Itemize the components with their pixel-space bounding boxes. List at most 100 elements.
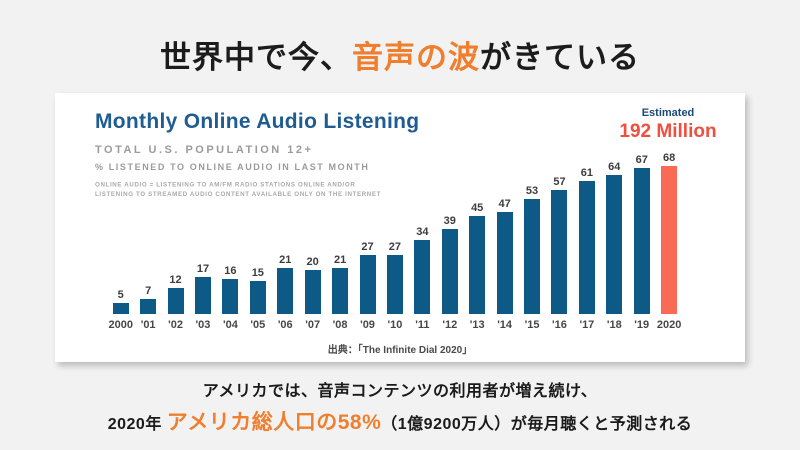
x-axis-tick-label: 2020 [656, 319, 682, 331]
bar-column-2000: 5 2000 [107, 289, 134, 334]
x-axis-tick-label: 2000 [108, 319, 133, 331]
bar [386, 255, 403, 314]
bar-column-05: 15 '05 [244, 267, 271, 334]
slide-title: 世界中で今、音声の波がきている [0, 32, 800, 77]
bar [578, 181, 595, 314]
bar-column-15: 53 '15 [518, 185, 545, 334]
x-axis-tick-label: '10 [387, 319, 403, 331]
estimated-value: 192 Million [619, 121, 717, 142]
x-axis-tick-label: '07 [305, 319, 321, 331]
bar [112, 303, 129, 314]
bar-value-label: 21 [333, 253, 347, 266]
bar-value-label: 21 [279, 253, 292, 266]
bar-value-label: 27 [388, 240, 402, 253]
bar-column-08: 21 '08 [326, 254, 353, 334]
bar-column-2020: 68 2020 [655, 152, 682, 334]
bar-value-label: 64 [608, 160, 621, 173]
bar-column-19: 67 '19 [628, 154, 655, 334]
chart-header: Monthly Online Audio Listening TOTAL U.S… [95, 110, 556, 210]
x-axis-tick-label: '09 [360, 319, 375, 331]
bar [249, 281, 266, 314]
chart-subtitle-population: TOTAL U.S. POPULATION 12+ [95, 144, 314, 156]
bar [194, 277, 211, 314]
x-axis-tick-label: '19 [634, 319, 650, 331]
bar-column-06: 21 '06 [272, 254, 299, 334]
caption-line2-pre: 2020年 [107, 416, 167, 433]
bar-column-07: 20 '07 [299, 256, 326, 334]
bar-column-10: 27 '10 [381, 241, 408, 334]
bar-column-13: 45 '13 [463, 202, 490, 334]
bar-value-label: 68 [663, 151, 676, 164]
bar [304, 270, 321, 314]
caption-line-2: 2020年 アメリカ総人口の58%（1億9200万人）が毎月聴くと予測される [0, 406, 800, 436]
estimated-label: Estimated [641, 107, 695, 119]
bar-value-label: 27 [361, 240, 374, 253]
bar [441, 229, 458, 314]
x-axis-tick-label: '16 [552, 319, 567, 331]
x-axis-tick-label: '06 [277, 319, 293, 331]
bar-column-14: 47 '14 [491, 198, 518, 334]
bar-column-01: 7 '01 [134, 285, 161, 334]
x-axis-tick-label: '13 [469, 319, 485, 331]
bar-column-04: 16 '04 [217, 265, 244, 334]
chart-card: Monthly Online Audio Listening TOTAL U.S… [55, 93, 745, 362]
x-axis-tick-label: '12 [442, 319, 458, 331]
bar-value-label: 67 [635, 153, 648, 166]
bar-column-03: 17 '03 [189, 263, 216, 334]
bar-value-label: 47 [498, 197, 511, 210]
x-axis-tick-label: '11 [415, 319, 430, 331]
bar-column-02: 12 '02 [162, 274, 189, 334]
x-axis-tick-label: '05 [250, 319, 266, 331]
bar [167, 288, 184, 314]
bar [469, 216, 486, 314]
bar-value-label: 61 [580, 166, 593, 179]
bar-value-label: 5 [117, 288, 124, 301]
x-axis-tick-label: '03 [195, 319, 211, 331]
caption-line2-highlight: アメリカ総人口の58% [166, 411, 382, 434]
x-axis-tick-label: '08 [332, 319, 348, 331]
bar-value-label: 20 [306, 255, 319, 268]
slide-title-pre: 世界中で今、 [160, 40, 352, 75]
slide-title-post: がきている [480, 40, 640, 75]
bar [332, 268, 349, 314]
bar-column-09: 27 '09 [354, 241, 381, 334]
chart-definition-note: ONLINE AUDIO = LISTENING TO AM/FM RADIO … [95, 181, 382, 198]
source-citation: 出典：「The Infinite Dial 2020」 [327, 345, 473, 356]
x-axis-tick-label: '04 [222, 319, 238, 331]
x-axis-tick-label: '02 [168, 319, 183, 331]
chart-subtitle-metric: % LISTENED TO ONLINE AUDIO IN LAST MONTH [95, 162, 370, 172]
bar-column-18: 64 '18 [601, 161, 628, 334]
bar [661, 166, 678, 314]
bar [140, 299, 157, 314]
x-axis-tick-label: '18 [606, 319, 622, 331]
caption-line2-post: （1億9200万人）が毎月聴くと予測される [381, 416, 693, 433]
bar [551, 190, 568, 314]
bar [496, 212, 513, 314]
x-axis-tick-label: '17 [579, 319, 595, 331]
x-axis-tick-label: '01 [140, 319, 156, 331]
bar-value-label: 17 [196, 262, 210, 275]
bar [414, 240, 431, 314]
bar-value-label: 34 [416, 225, 429, 238]
bar-column-17: 61 '17 [573, 167, 600, 334]
caption-line-1: アメリカでは、音声コンテンツの利用者が増え続け、 [202, 383, 598, 400]
x-axis-tick-label: '15 [524, 319, 540, 331]
bar-value-label: 45 [471, 201, 484, 214]
chart-title: Monthly Online Audio Listening [95, 110, 420, 133]
bar [277, 268, 294, 314]
bar [606, 175, 623, 314]
bar-value-label: 53 [525, 184, 539, 197]
bar-value-label: 15 [251, 266, 264, 279]
slide-title-highlight: 音声の波 [352, 40, 480, 75]
bar-value-label: 7 [145, 284, 152, 297]
estimated-annotation: Estimated 192 Million [613, 107, 723, 143]
bar-chart: 5 2000 7'01 12'02 17'03 16'04 15'05 21'06 20'07 2… [107, 152, 683, 334]
bar-value-label: 16 [224, 264, 237, 277]
bar [633, 168, 650, 314]
bottom-caption: アメリカでは、音声コンテンツの利用者が増え続け、 2020年 アメリカ総人口の5… [0, 377, 800, 436]
bar-value-label: 39 [443, 214, 456, 227]
bar-column-12: 39 '12 [436, 215, 463, 334]
bar [359, 255, 376, 314]
bar-column-11: 34 '11 [409, 226, 436, 334]
